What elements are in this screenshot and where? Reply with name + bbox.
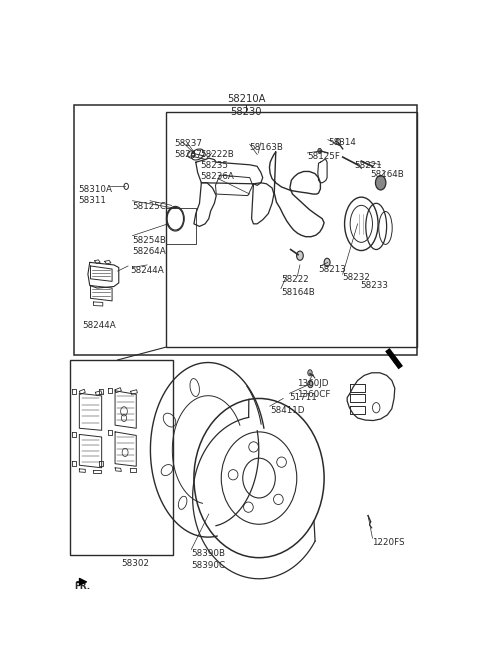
Text: 1360JD
1360CF: 1360JD 1360CF bbox=[297, 379, 330, 399]
Text: 58310A
58311: 58310A 58311 bbox=[78, 185, 112, 205]
Text: 58125F: 58125F bbox=[307, 152, 340, 161]
Text: 1220FS: 1220FS bbox=[372, 538, 405, 547]
Text: 58244A: 58244A bbox=[130, 266, 164, 275]
Text: 51711: 51711 bbox=[289, 394, 317, 402]
Text: 58213: 58213 bbox=[319, 265, 347, 274]
Text: FR.: FR. bbox=[74, 582, 90, 592]
Circle shape bbox=[308, 380, 313, 388]
Circle shape bbox=[297, 251, 303, 260]
Circle shape bbox=[324, 258, 330, 267]
Text: 58390B
58390C: 58390B 58390C bbox=[192, 550, 226, 570]
Circle shape bbox=[375, 175, 386, 190]
Text: 58164B: 58164B bbox=[281, 287, 315, 297]
Text: 58244A: 58244A bbox=[83, 321, 116, 330]
Text: 58221: 58221 bbox=[354, 161, 382, 169]
Text: 58210A
58230: 58210A 58230 bbox=[227, 95, 265, 117]
Text: 58222: 58222 bbox=[282, 275, 310, 284]
Text: 58232: 58232 bbox=[343, 273, 371, 281]
Circle shape bbox=[308, 370, 312, 376]
Circle shape bbox=[318, 148, 322, 153]
Text: 58314: 58314 bbox=[328, 137, 356, 147]
Text: 58302: 58302 bbox=[121, 559, 149, 568]
Text: 58235
58236A: 58235 58236A bbox=[201, 161, 235, 181]
Text: 58163B: 58163B bbox=[250, 143, 284, 151]
Text: 58233: 58233 bbox=[360, 281, 389, 290]
Text: 58125C: 58125C bbox=[132, 202, 166, 211]
Text: 58254B
58264A: 58254B 58264A bbox=[132, 235, 166, 255]
Text: 58222B: 58222B bbox=[201, 150, 234, 159]
Text: 58237
58247: 58237 58247 bbox=[175, 139, 203, 159]
Text: 58411D: 58411D bbox=[270, 406, 304, 415]
Text: 58164B: 58164B bbox=[370, 170, 404, 179]
Circle shape bbox=[336, 139, 340, 145]
